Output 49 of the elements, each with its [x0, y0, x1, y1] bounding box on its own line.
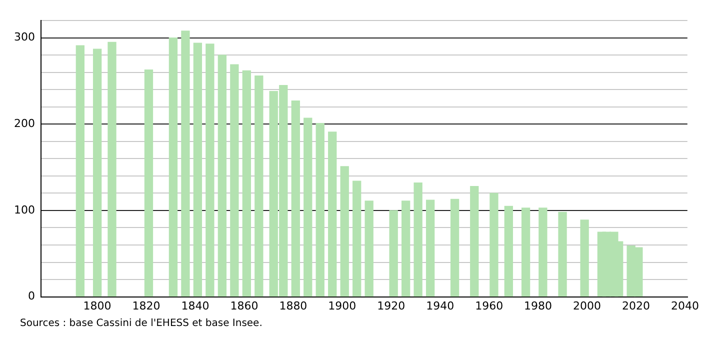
bar [193, 42, 202, 297]
x-tick-label: 1800 [83, 299, 112, 312]
bar [316, 122, 324, 297]
x-tick-label: 1820 [132, 299, 160, 312]
bar [108, 42, 116, 297]
source-note: Sources : base Cassini de l'EHESS et base Insee. [20, 318, 264, 329]
bar [364, 200, 374, 297]
x-tick-label: 1860 [230, 299, 258, 312]
bar [450, 198, 460, 297]
y-tick-label: 300 [14, 30, 35, 44]
bar [389, 210, 398, 297]
bar [328, 132, 337, 297]
bar [401, 200, 410, 297]
x-tick-label: 1920 [377, 299, 406, 312]
y-tick-label: 200 [14, 117, 35, 130]
bar [168, 38, 178, 297]
bar [76, 45, 84, 297]
bar [352, 180, 362, 297]
bar [521, 208, 530, 297]
x-tick-label: 1900 [328, 299, 356, 312]
bar [181, 30, 190, 297]
bar [426, 200, 435, 297]
x-tick-label: 1980 [524, 299, 552, 312]
x-tick-label: 2020 [622, 299, 650, 312]
y-tick-label: 0 [28, 290, 35, 303]
bar [414, 182, 422, 297]
bar [470, 186, 479, 297]
bar [144, 69, 154, 297]
x-tick-label: 1840 [181, 299, 210, 312]
bar [304, 118, 312, 297]
x-tick-label: 1960 [475, 299, 504, 312]
x-tick-label: 2040 [670, 299, 699, 312]
bar [218, 54, 227, 297]
bar [92, 48, 102, 297]
bar [206, 44, 214, 297]
bar [490, 192, 498, 297]
y-tick-label: 100 [14, 203, 35, 216]
bar [504, 206, 513, 297]
bar [580, 220, 589, 297]
bar [291, 100, 300, 297]
bar [254, 76, 264, 297]
x-tick-label: 1940 [426, 299, 454, 312]
bar [558, 212, 567, 297]
x-tick-label: 2000 [573, 299, 602, 312]
bar [230, 64, 239, 297]
bar [340, 166, 349, 297]
x-tick-label: 1880 [279, 299, 308, 312]
bar [538, 208, 548, 297]
bar [242, 70, 251, 297]
